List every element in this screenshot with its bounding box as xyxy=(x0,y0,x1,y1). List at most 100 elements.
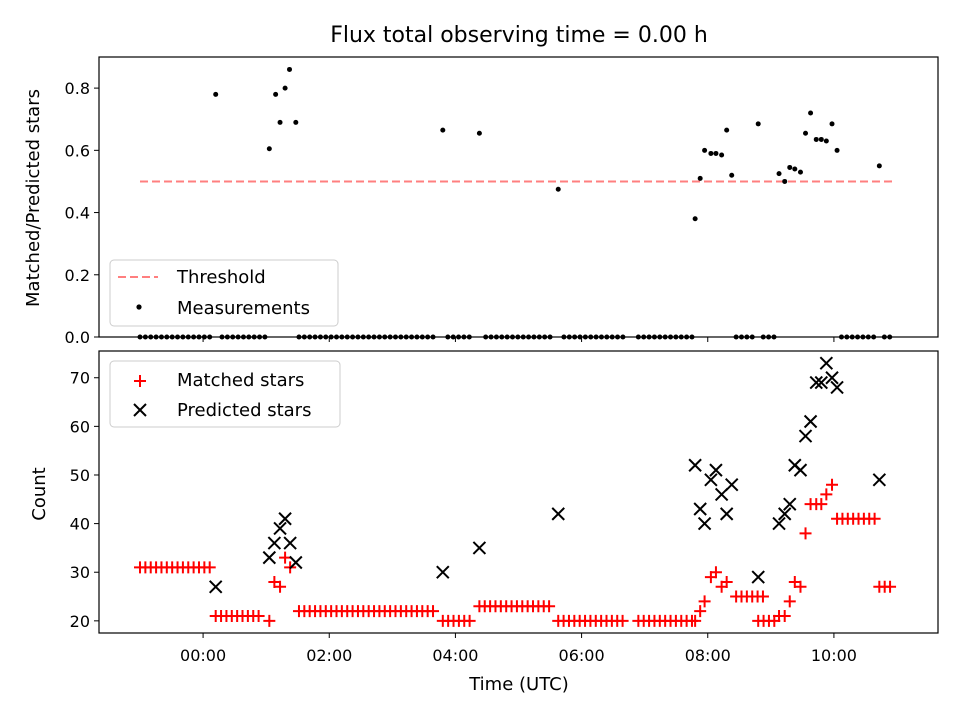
measurement-point xyxy=(257,334,263,340)
measurement-point xyxy=(760,334,766,340)
legend-matched-swatch xyxy=(134,375,146,387)
matched-star-marker xyxy=(799,527,812,540)
measurement-point xyxy=(860,334,866,340)
matched-star-marker xyxy=(263,614,276,627)
x-tick-label: 00:00 xyxy=(180,646,226,665)
measurement-point xyxy=(684,334,690,340)
measurement-point xyxy=(148,334,154,340)
matched-star-marker xyxy=(427,605,440,618)
measurement-point xyxy=(307,334,313,340)
predicted-star-marker xyxy=(814,375,829,390)
top-y-tick-label: 0.0 xyxy=(65,328,90,347)
bottom-legend-box xyxy=(109,360,341,428)
measurement-point xyxy=(689,334,695,340)
measurement-point xyxy=(662,334,668,340)
measurement-point xyxy=(504,334,510,340)
matched-star-marker xyxy=(884,580,897,593)
predicted-star-marker xyxy=(819,356,834,370)
bottom-y-tick-label: 40 xyxy=(70,515,90,534)
measurement-point xyxy=(419,334,425,340)
matched-star-marker xyxy=(698,595,711,608)
predicted-star-marker xyxy=(551,507,565,521)
measurement-point xyxy=(334,334,340,340)
matched-star-marker xyxy=(826,478,839,491)
measurement-point xyxy=(582,334,588,340)
predicted-star-marker xyxy=(872,473,887,487)
predicted-star-marker xyxy=(719,507,734,521)
measurement-point xyxy=(724,127,730,133)
predicted-star-marker xyxy=(267,536,282,550)
matched-star-marker xyxy=(820,488,833,501)
x-tick-label: 08:00 xyxy=(685,646,731,665)
measurement-point xyxy=(838,334,844,340)
measurement-point xyxy=(520,334,526,340)
measurement-point xyxy=(328,334,334,340)
measurement-point xyxy=(598,334,604,340)
measurement-point xyxy=(282,85,288,91)
bottom-y-tick-label: 20 xyxy=(70,612,90,631)
predicted-star-marker xyxy=(809,375,823,390)
measurement-point xyxy=(542,334,548,340)
measurement-point xyxy=(803,130,809,136)
measurement-point xyxy=(604,334,610,340)
measurement-point xyxy=(887,334,893,340)
measurement-point xyxy=(240,334,246,340)
measurement-point xyxy=(461,334,467,340)
measurement-point xyxy=(771,334,777,340)
measurement-point xyxy=(158,334,164,340)
matched-star-marker xyxy=(203,561,216,574)
measurement-point xyxy=(776,171,782,177)
measurement-point xyxy=(191,334,197,340)
matched-star-marker xyxy=(463,614,476,627)
measurement-point xyxy=(678,334,684,340)
measurement-point xyxy=(823,138,829,144)
predicted-star-marker xyxy=(798,429,813,443)
measurement-point xyxy=(797,169,803,175)
measurement-point xyxy=(876,163,882,169)
chart-title: Flux total observing time = 0.00 h xyxy=(330,23,708,48)
measurement-point xyxy=(344,334,350,340)
measurement-point xyxy=(230,334,236,340)
measurement-point xyxy=(376,334,382,340)
predicted-star-marker xyxy=(273,521,287,536)
predicted-star-marker xyxy=(803,414,818,429)
matched-star-marker xyxy=(694,605,707,618)
measurement-point xyxy=(572,334,578,340)
measurement-point xyxy=(668,334,674,340)
predicted-star-marker xyxy=(830,380,844,395)
measurement-point xyxy=(153,334,159,340)
measurement-point xyxy=(224,334,230,340)
measurement-point xyxy=(293,119,299,125)
matched-star-marker xyxy=(794,580,807,593)
measurement-point xyxy=(593,334,599,340)
bottom-legend: Matched stars Predicted stars xyxy=(109,360,341,428)
matched-star-marker xyxy=(689,614,702,627)
measurement-point xyxy=(881,334,887,340)
matched-star-marker xyxy=(543,600,556,613)
measurement-point xyxy=(673,334,679,340)
predicted-star-marker xyxy=(783,497,797,511)
predicted-star-marker xyxy=(278,512,292,526)
measurement-point xyxy=(635,334,641,340)
measurement-point xyxy=(164,334,170,340)
measurement-point xyxy=(277,119,283,125)
predicted-star-marker xyxy=(793,463,808,477)
measurement-point xyxy=(366,334,372,340)
measurement-point xyxy=(855,334,861,340)
matched-star-marker xyxy=(783,595,796,608)
measurement-point xyxy=(445,334,451,340)
measurement-point xyxy=(834,147,840,153)
predicted-star-marker xyxy=(289,555,303,570)
measurement-point xyxy=(317,334,323,340)
predicted-star-marker xyxy=(725,477,739,492)
measurement-point xyxy=(466,334,472,340)
measurement-point xyxy=(450,334,456,340)
measurement-point xyxy=(577,334,583,340)
predicted-star-marker xyxy=(283,536,297,550)
measurement-point xyxy=(409,334,415,340)
predicted-star-marker xyxy=(704,473,718,487)
measurement-point xyxy=(360,334,366,340)
measurement-point xyxy=(555,186,561,192)
measurement-point xyxy=(398,334,404,340)
